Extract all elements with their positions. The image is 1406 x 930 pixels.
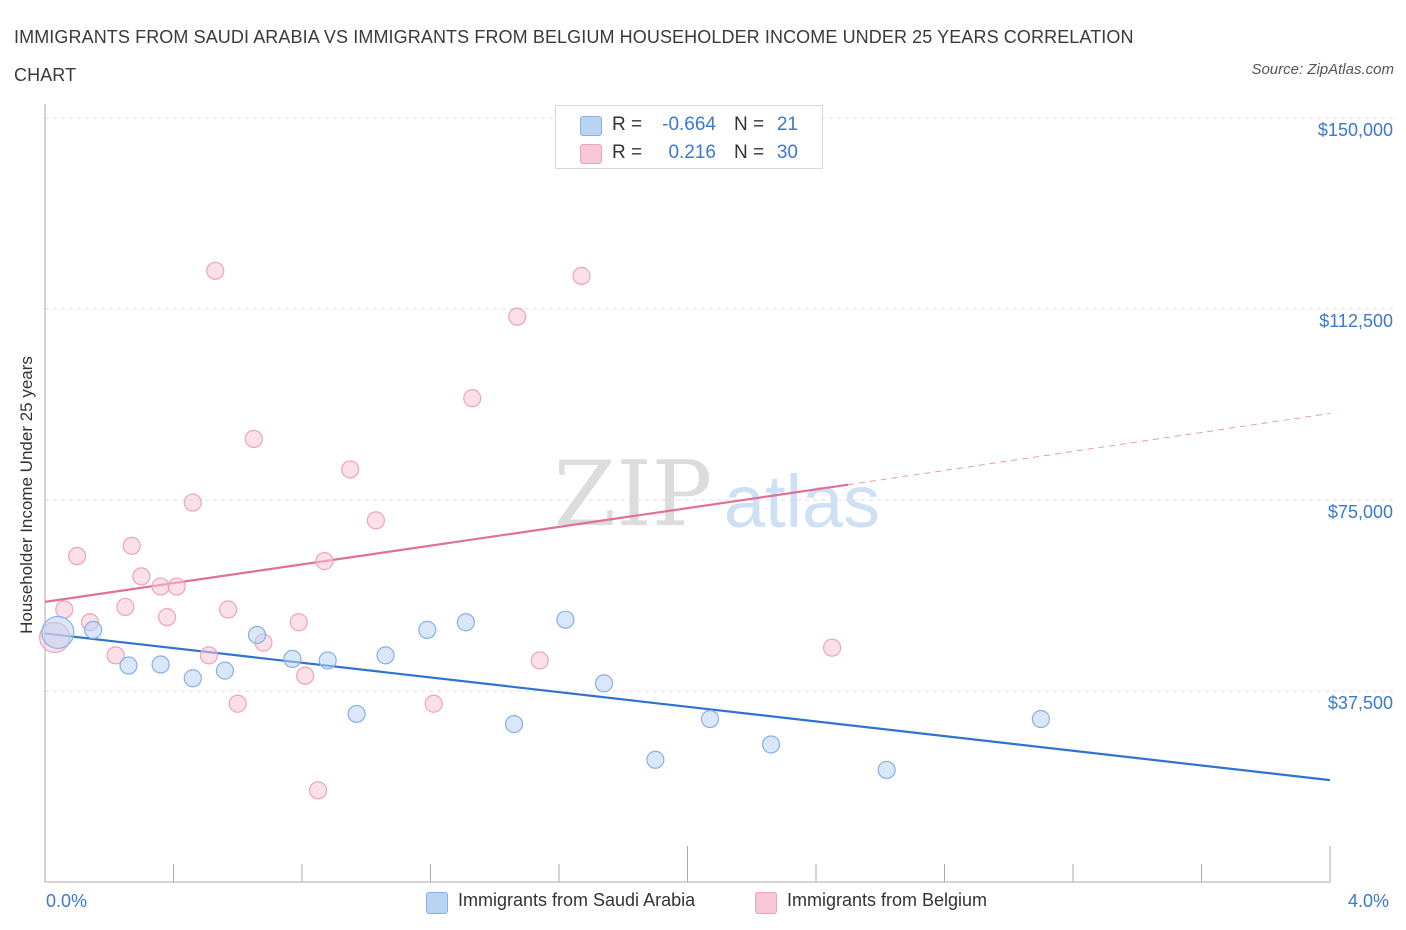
point-saudi [456,613,475,632]
point-saudi [877,760,896,780]
y-tick-label: $112,500 [1319,311,1393,331]
point-saudi [119,656,138,675]
legend-n-value: 30 [776,142,798,163]
source-label: Source: ZipAtlas.com [1251,61,1394,78]
point-belgium [572,266,591,285]
point-saudi [151,655,170,674]
legend-label-belgium: Immigrants from Belgium [787,890,988,910]
point-belgium [122,536,141,555]
legend-row-belgium: R = 0.216 N = 30 [556,138,822,168]
point-belgium [206,261,225,280]
legend-r-label: R = [612,142,643,163]
point-saudi [594,674,614,693]
point-saudi [700,709,720,729]
trend-line-belgium-extension [848,412,1331,486]
point-saudi [1031,709,1050,729]
point-saudi [247,625,267,645]
legend-r-label: R = [612,114,643,135]
chart-title: IMMIGRANTS FROM SAUDI ARABIA VS IMMIGRAN… [14,27,1134,85]
point-saudi [418,620,437,639]
axes [44,104,1331,883]
point-saudi [283,649,302,669]
legend-r-value: 0.216 [668,142,716,163]
point-belgium [530,651,549,670]
point-belgium [132,567,151,586]
point-belgium [315,552,334,571]
point-saudi [556,610,575,629]
point-belgium [183,493,202,512]
point-belgium [424,694,443,713]
point-belgium [116,597,135,617]
point-belgium [151,577,170,596]
trend-line-saudi [44,632,1331,782]
point-saudi [376,646,395,665]
point-saudi [318,651,337,670]
point-belgium [219,600,238,619]
point-saudi [646,750,665,769]
point-belgium [822,638,842,657]
point-belgium [366,511,385,530]
point-belgium [199,646,218,665]
legend-swatch-belgium [580,144,602,164]
point-saudi [504,715,524,734]
x-tick-label-max: 4.0% [1348,891,1390,911]
point-belgium [157,608,177,627]
point-belgium [508,307,527,326]
point-saudi [347,704,366,724]
point-belgium [289,613,308,632]
correlation-legend: R = -0.664 N = 21 R = 0.216 N = 30 [555,105,823,169]
gridlines [45,117,1393,692]
point-belgium [463,389,482,408]
point-belgium [244,429,263,448]
point-saudi [183,669,202,688]
point-saudi [41,615,75,650]
legend-swatch-saudi [580,116,602,136]
point-belgium [55,600,74,619]
legend-label-saudi: Immigrants from Saudi Arabia [458,890,696,910]
point-belgium [167,577,186,596]
watermark: ZIP atlas [554,442,880,547]
legend-swatch-belgium [755,892,777,914]
point-belgium [341,460,360,479]
point-saudi [761,735,781,754]
legend-r-value: -0.664 [662,114,716,135]
point-belgium [228,694,247,713]
legend-n-label: N = [734,114,765,135]
legend-n-value: 21 [776,114,798,135]
data-points [39,261,1050,800]
point-belgium [68,546,87,566]
y-tick-label: $75,000 [1327,502,1393,522]
point-saudi [215,661,234,680]
legend-row-saudi: R = -0.664 N = 21 [556,110,822,140]
x-tick-label-min: 0.0% [46,891,88,911]
y-tick-label: $37,500 [1327,693,1393,713]
legend-n-label: N = [734,142,765,163]
point-saudi [84,620,103,639]
point-belgium [296,666,315,685]
legend-swatch-saudi [426,892,448,914]
watermark-atlas: atlas [724,460,880,543]
point-belgium [106,646,125,665]
point-belgium [308,781,328,800]
watermark-zip: ZIP [554,442,713,547]
y-tick-label: $150,000 [1317,120,1393,140]
